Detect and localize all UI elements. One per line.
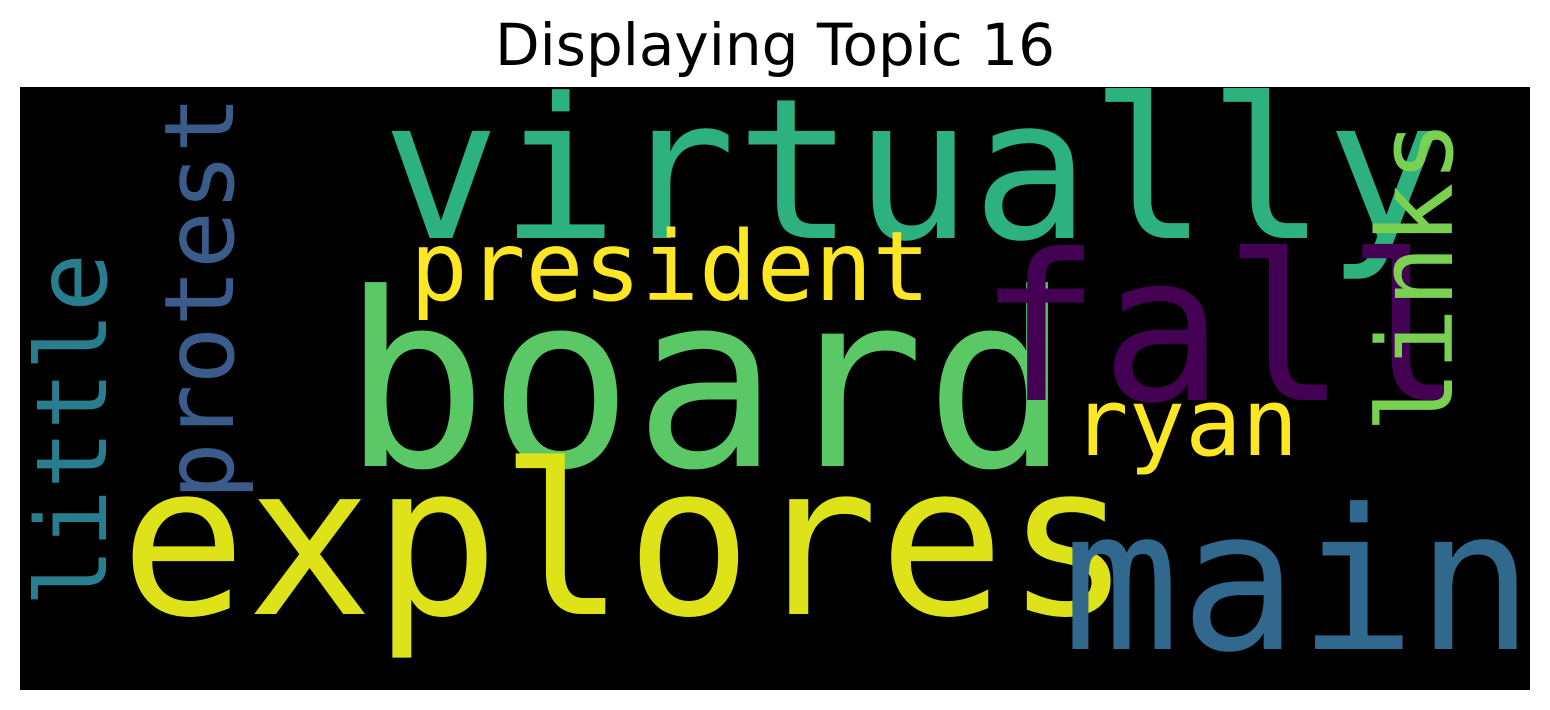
word-board: board [342, 242, 1071, 524]
word-virtually: virtually [382, 87, 1445, 285]
word-main: main [1062, 468, 1530, 690]
word-links: links [1355, 119, 1477, 433]
word-cloud-canvas: virtually board explores fall main presi… [20, 87, 1530, 690]
word-little: little [20, 252, 130, 607]
figure-title: Displaying Topic 16 [494, 11, 1056, 79]
word-president: president [410, 211, 931, 323]
word-fall: fall [978, 212, 1470, 449]
word-protest: protest [144, 95, 256, 500]
word-ryan: ryan [1072, 369, 1299, 478]
word-explores: explores [120, 419, 1132, 664]
